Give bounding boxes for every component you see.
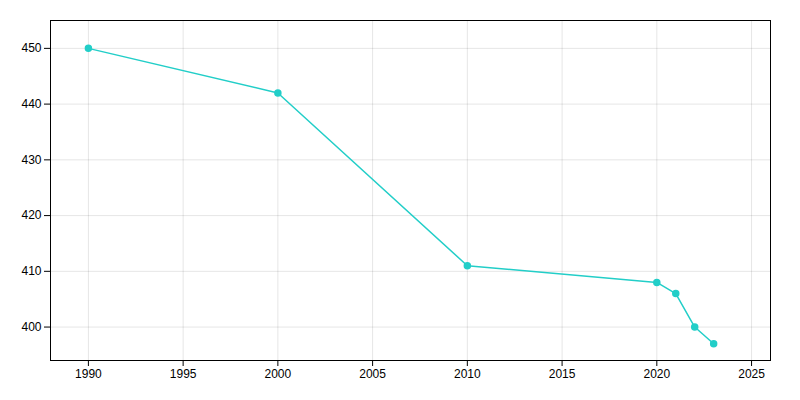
svg-text:2005: 2005	[359, 367, 386, 381]
svg-text:2025: 2025	[738, 367, 765, 381]
svg-text:410: 410	[21, 264, 41, 278]
svg-text:2010: 2010	[454, 367, 481, 381]
svg-text:2015: 2015	[549, 367, 576, 381]
svg-text:1995: 1995	[170, 367, 197, 381]
svg-text:2000: 2000	[265, 367, 292, 381]
svg-text:400: 400	[21, 320, 41, 334]
svg-text:450: 450	[21, 41, 41, 55]
svg-text:1990: 1990	[75, 367, 102, 381]
svg-text:430: 430	[21, 153, 41, 167]
svg-text:420: 420	[21, 208, 41, 222]
svg-text:2020: 2020	[643, 367, 670, 381]
svg-text:440: 440	[21, 97, 41, 111]
